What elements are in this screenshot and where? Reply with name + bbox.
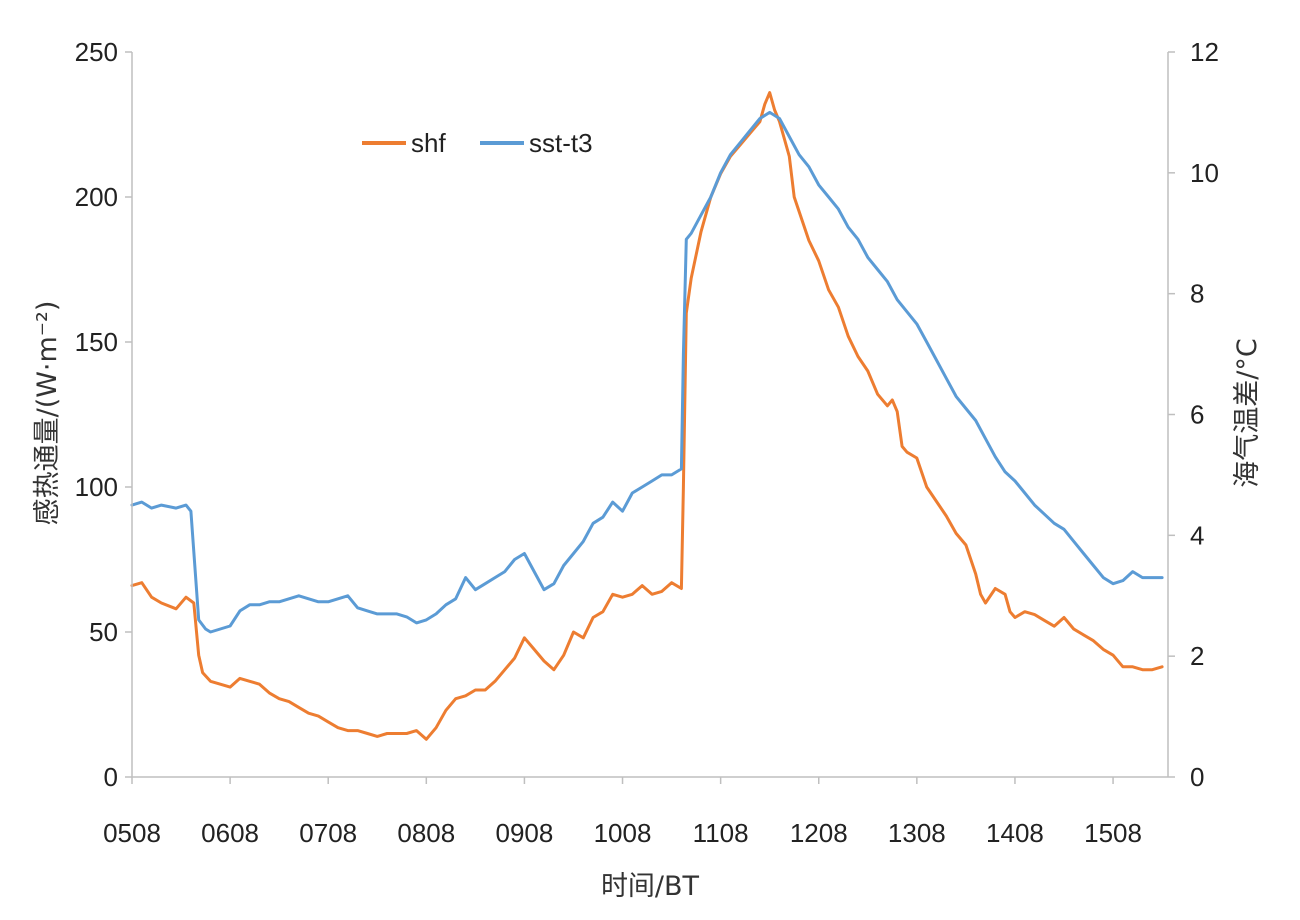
y-right-tick-label: 0	[1190, 762, 1204, 792]
x-tick-label: 1408	[986, 818, 1044, 848]
x-tick-label: 1108	[693, 818, 749, 848]
series-line-shf	[130, 91, 1164, 741]
y-left-tick-label: 200	[75, 182, 118, 212]
y-right-tick-label: 4	[1190, 520, 1204, 550]
legend: shf sst-t3	[362, 128, 593, 158]
x-tick-label: 0508	[103, 818, 161, 848]
axis-layer: 0 50 100 150 200 250 0 2 4 6 8 10 12 0508 0608 0708 0808…	[75, 37, 1219, 848]
x-tick-label: 0808	[397, 818, 455, 848]
x-tick-label: 0708	[299, 818, 357, 848]
x-tick-label: 1008	[594, 818, 652, 848]
y-right-tick-label: 8	[1190, 279, 1204, 309]
y-left-tick-label: 150	[75, 327, 118, 357]
x-tick-label: 1208	[790, 818, 848, 848]
legend-label-sst-t3: sst-t3	[529, 128, 593, 158]
x-tick-label: 0608	[201, 818, 259, 848]
x-tick-label: 1508	[1084, 818, 1142, 848]
x-tick-label: 0908	[496, 818, 554, 848]
y-axis-left-title: 感热通量/(W·m⁻²)	[32, 301, 63, 526]
y-left-tick-label: 50	[89, 617, 118, 647]
series-layer	[130, 91, 1164, 741]
x-axis-title: 时间/BT	[601, 871, 700, 902]
y-left-tick-label: 0	[104, 762, 118, 792]
x-tick-label: 1308	[888, 818, 946, 848]
y-right-tick-label: 2	[1190, 641, 1204, 671]
y-left-tick-label: 100	[75, 472, 118, 502]
series-line-sst-t3	[130, 110, 1164, 634]
y-right-tick-label: 12	[1190, 37, 1219, 67]
y-axis-right-title: 海气温差/°C	[1232, 338, 1263, 487]
legend-label-shf: shf	[411, 128, 446, 158]
y-right-tick-label: 6	[1190, 400, 1204, 430]
y-left-tick-label: 250	[75, 37, 118, 67]
y-right-tick-label: 10	[1190, 158, 1219, 188]
